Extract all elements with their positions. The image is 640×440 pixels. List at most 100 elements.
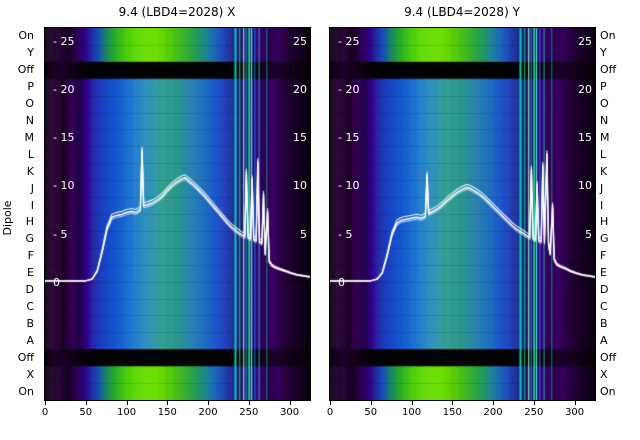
row-label: K: [600, 164, 608, 178]
value-tick-label-right: 20: [578, 83, 592, 97]
x-tick-label: 200: [483, 407, 503, 418]
row-label: On: [18, 29, 34, 43]
x-tick-mark: [126, 401, 128, 405]
row-label: On: [18, 384, 34, 398]
row-label: A: [26, 333, 34, 347]
row-label: E: [27, 266, 34, 280]
row-label: I: [600, 198, 604, 212]
x-tick-mark: [85, 401, 87, 405]
x-tick-label: 250: [239, 407, 259, 418]
row-label: B: [600, 316, 608, 330]
row-label: H: [600, 215, 609, 229]
x-tick-label: 100: [401, 407, 422, 418]
value-tick-label-left: - 15: [338, 131, 360, 145]
value-tick-label-left: - 10: [338, 179, 360, 193]
x-tick-mark: [411, 401, 413, 405]
row-label: X: [26, 367, 34, 381]
row-label: On: [600, 29, 616, 43]
panel-x: - 25 - 20 - 15 - 10 - 5 0 25 20 15 10 5: [44, 27, 311, 401]
row-label: O: [600, 97, 609, 111]
row-label: C: [600, 300, 608, 313]
row-label: On: [600, 384, 616, 398]
x-tick-mark: [289, 401, 291, 405]
x-tick-mark: [330, 401, 331, 405]
x-tick-mark: [248, 401, 250, 405]
row-label: I: [30, 198, 34, 212]
value-tick-label-left: - 25: [53, 35, 75, 48]
value-tick-label-right: 20: [293, 83, 307, 97]
x-tick-mark: [45, 401, 46, 405]
value-tick-label-left: - 10: [53, 179, 75, 193]
x-tick-label: 150: [442, 407, 462, 418]
value-tick-label-right: 15: [293, 131, 307, 145]
row-label: A: [600, 333, 608, 347]
x-tick-mark: [574, 401, 576, 405]
x-tick-mark: [208, 401, 210, 405]
row-label: N: [25, 114, 34, 127]
x-tick-label: 100: [116, 407, 137, 418]
row-label: C: [26, 300, 34, 313]
row-label: P: [27, 80, 34, 94]
value-tick-label-left: 0: [53, 275, 60, 289]
row-label: Y: [600, 46, 607, 60]
row-labels-right: On Y Off P O N M L K J I H G F E D C B A Off X On: [600, 0, 640, 440]
row-label: G: [25, 232, 34, 246]
row-label: O: [25, 97, 34, 111]
row-label: D: [600, 283, 609, 297]
row-label: Off: [17, 350, 34, 364]
row-label: M: [24, 130, 35, 144]
row-label: B: [26, 316, 34, 330]
row-label: H: [25, 215, 34, 229]
row-label: J: [30, 181, 34, 195]
row-label: X: [600, 367, 608, 381]
x-tick-label: 50: [79, 407, 93, 418]
value-tick-label-right: 25: [293, 35, 307, 48]
x-tick-mark: [533, 401, 535, 405]
row-label: G: [600, 232, 609, 246]
value-tick-label-right: 10: [578, 179, 592, 193]
value-tick-label-left: - 5: [338, 227, 353, 241]
heatmap-canvas-y: [330, 28, 595, 400]
value-tick-label-left: - 20: [338, 83, 360, 97]
x-tick-mark: [167, 401, 169, 405]
value-tick-label-left: - 25: [338, 35, 360, 48]
value-tick-label-right: 15: [578, 131, 592, 145]
x-tick-mark: [452, 401, 454, 405]
row-label: J: [600, 181, 604, 195]
x-tick-label: 150: [157, 407, 177, 418]
row-label: F: [27, 249, 34, 263]
x-tick-mark: [370, 401, 372, 405]
panel-title-y: 9.4 (LBD4=2028) Y: [404, 5, 520, 19]
x-tick-label: 300: [280, 407, 300, 418]
x-tick-label: 300: [565, 407, 585, 418]
row-label: L: [600, 147, 607, 161]
value-tick-label-left: - 5: [53, 227, 68, 241]
x-tick-label: 0: [326, 407, 334, 418]
row-label: Off: [600, 350, 617, 364]
row-label: F: [600, 249, 607, 263]
row-label: P: [600, 80, 607, 94]
x-tick-label: 50: [364, 407, 378, 418]
heatmap-canvas-x: [45, 28, 310, 400]
row-label: E: [600, 266, 607, 280]
x-tick-label: 0: [41, 407, 49, 418]
x-tick-mark: [493, 401, 495, 405]
row-label: Off: [600, 63, 617, 77]
panel-title-x: 9.4 (LBD4=2028) X: [118, 5, 236, 19]
value-tick-label-left: - 20: [53, 83, 75, 97]
row-label: M: [600, 130, 610, 144]
value-tick-label-left: - 15: [53, 131, 75, 145]
row-labels-left: On Y Off P O N M L K J I H G F E D C B A Off X On: [0, 0, 38, 440]
x-tick-label: 250: [524, 407, 544, 418]
row-label: N: [600, 114, 609, 127]
panel-y: - 25 - 20 - 15 - 10 - 5 0 25 20 15 10 5: [329, 27, 596, 401]
row-label: K: [26, 164, 34, 178]
value-tick-label-left: 0: [338, 275, 345, 289]
row-label: Off: [17, 63, 34, 77]
value-tick-label-right: 5: [300, 227, 307, 241]
row-label: D: [25, 283, 34, 297]
x-tick-label: 200: [198, 407, 218, 418]
value-tick-label-right: 10: [293, 179, 307, 193]
value-tick-label-right: 5: [585, 227, 592, 241]
